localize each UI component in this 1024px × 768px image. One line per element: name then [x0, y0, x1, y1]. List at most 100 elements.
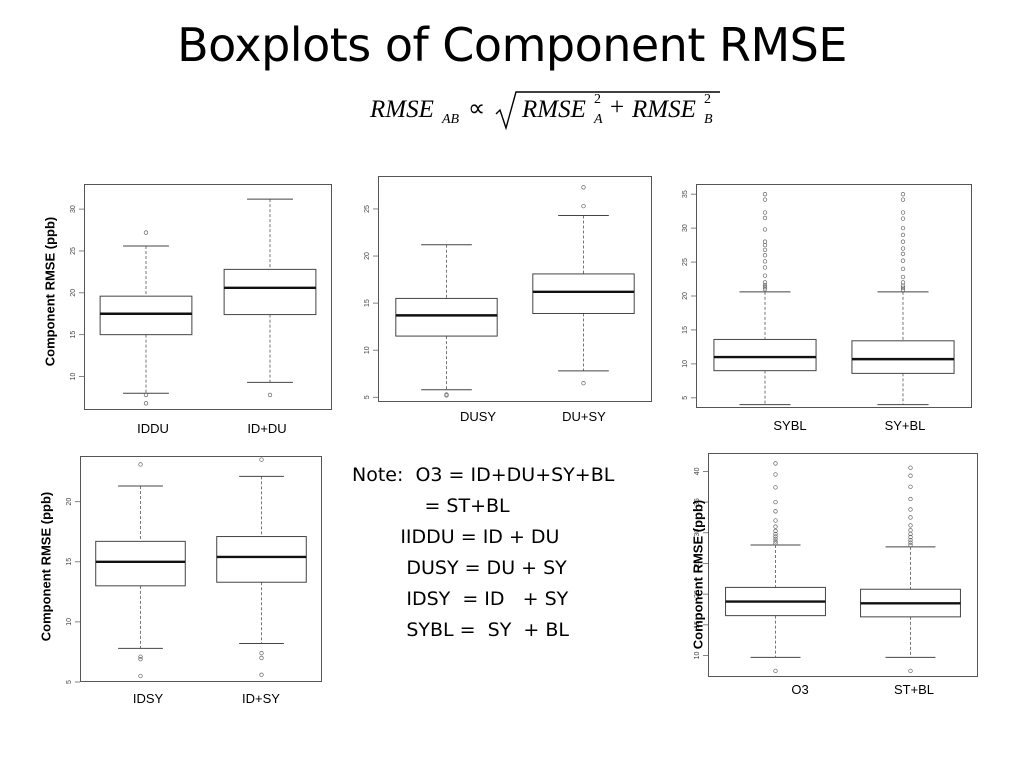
box-iqr	[95, 540, 186, 587]
outlier-point	[773, 461, 778, 466]
y-tick-label: 35	[682, 190, 689, 198]
formula-term1: RMSE	[522, 96, 586, 123]
outlier-point	[143, 401, 149, 406]
outlier-point	[773, 541, 778, 546]
outlier-point	[908, 473, 913, 478]
x-label-st-bl: ST+BL	[893, 682, 935, 697]
outlier-point	[762, 287, 768, 292]
x-label-dusy: DUSY	[459, 409, 497, 424]
y-tick-label: 10	[66, 618, 73, 626]
outlier-point	[259, 655, 264, 661]
y-tick-label: 20	[70, 289, 77, 297]
outlier-point	[908, 534, 913, 540]
boxplot-chart-o3: 10 15 20 25 30 35 40	[694, 453, 978, 677]
formula-term1-sub: A	[594, 112, 603, 127]
y-axis-label-o3: Component RMSE (ppb)	[690, 499, 706, 650]
outlier-point	[138, 462, 143, 467]
outlier-point	[900, 280, 906, 285]
x-label-sy-bl: SY+BL	[884, 418, 926, 433]
y-tick-label: 25	[70, 247, 77, 255]
plot-frame	[80, 456, 322, 682]
outlier-point	[900, 197, 906, 202]
y-tick-label: 10	[364, 346, 371, 354]
x-label-sybl: SYBL	[773, 418, 807, 433]
outlier-point	[900, 225, 906, 231]
y-tick-label: 30	[682, 224, 689, 232]
outlier-point	[900, 232, 906, 238]
outlier-point	[762, 247, 768, 252]
boxplot-panel-dusy: 5 10 15 20 25	[364, 176, 652, 407]
outlier-point	[908, 542, 913, 548]
outlier-point	[773, 485, 778, 490]
outlier-point	[908, 540, 913, 545]
outlier-point	[908, 507, 913, 512]
outlier-point	[762, 227, 768, 232]
x-label-o3: O3	[791, 682, 809, 697]
y-tick-label: 15	[682, 326, 689, 334]
outlier-point	[259, 457, 264, 462]
box-iqr	[223, 268, 317, 316]
outlier-point	[444, 393, 449, 398]
outlier-point	[762, 197, 768, 202]
outlier-point	[900, 239, 906, 244]
x-label-iddu: IDDU	[137, 421, 169, 436]
y-tick-label: 15	[694, 621, 701, 629]
y-tick-label: 40	[694, 467, 701, 475]
y-tick-label: 10	[70, 373, 77, 381]
outlier-point	[900, 192, 906, 197]
y-tick-label: 25	[364, 205, 371, 213]
outlier-point	[143, 392, 149, 398]
boxplot-chart-iddu: 10 15 20 25 30	[70, 184, 332, 410]
outlier-point	[138, 673, 143, 679]
outlier-point	[762, 273, 768, 278]
boxplot-panel-iddu: 10 15 20 25 30	[70, 184, 332, 415]
outlier-point	[762, 253, 768, 258]
slide-title: Boxplots of Component RMSE	[177, 18, 847, 72]
sqrt-sign	[495, 91, 720, 131]
outlier-point	[900, 285, 906, 291]
boxplot-panel-sybl: 5 10 15 20 25 30 35	[682, 184, 972, 413]
note-line-4: DUSY = DU + SY	[352, 557, 567, 579]
x-label-idsy: IDSY	[132, 691, 164, 706]
y-tick-label: 15	[364, 299, 371, 307]
note-line-3: IIDDU = ID + DU	[352, 526, 560, 548]
box-iqr	[99, 295, 193, 336]
y-tick-label: 10	[694, 652, 701, 660]
box-iqr	[532, 273, 635, 314]
y-tick-label: 20	[364, 252, 371, 260]
x-label-du-sy: DU+SY	[562, 409, 606, 424]
plot-frame	[708, 453, 978, 677]
outlier-point	[773, 534, 778, 539]
y-tick-label: 20	[694, 590, 701, 598]
y-axis-label-iddu: Component RMSE (ppb)	[42, 216, 58, 367]
outlier-point	[762, 215, 768, 221]
plot-frame	[378, 176, 652, 402]
outlier-point	[908, 496, 913, 502]
y-tick-label: 5	[682, 396, 689, 400]
boxplot-chart-dusy: 5 10 15 20 25	[364, 176, 652, 402]
outlier-point	[908, 528, 913, 533]
outlier-point	[762, 265, 768, 270]
outlier-point	[138, 657, 143, 662]
outlier-point	[581, 381, 586, 386]
outlier-point	[581, 185, 586, 190]
outlier-point	[900, 266, 906, 271]
y-tick-label: 20	[66, 498, 73, 506]
outlier-point	[908, 523, 913, 528]
outlier-point	[900, 258, 906, 263]
formula-plus: +	[610, 94, 625, 121]
formula-term2-sub: B	[704, 112, 713, 127]
outlier-point	[908, 668, 913, 674]
outlier-point	[773, 472, 778, 477]
note-line-1: Note: O3 = ID+DU+SY+BL	[352, 464, 615, 486]
formula-lhs-sub: AB	[442, 112, 460, 127]
y-tick-label: 30	[70, 205, 77, 213]
outlier-point	[900, 246, 906, 251]
outlier-point	[908, 465, 913, 470]
boxplot-panel-idsy: 5 10 15 20	[66, 456, 322, 687]
outlier-point	[773, 518, 778, 523]
outlier-point	[900, 216, 906, 221]
outlier-point	[267, 392, 273, 398]
formula-lhs: RMSE	[370, 96, 434, 123]
outlier-point	[762, 210, 768, 215]
